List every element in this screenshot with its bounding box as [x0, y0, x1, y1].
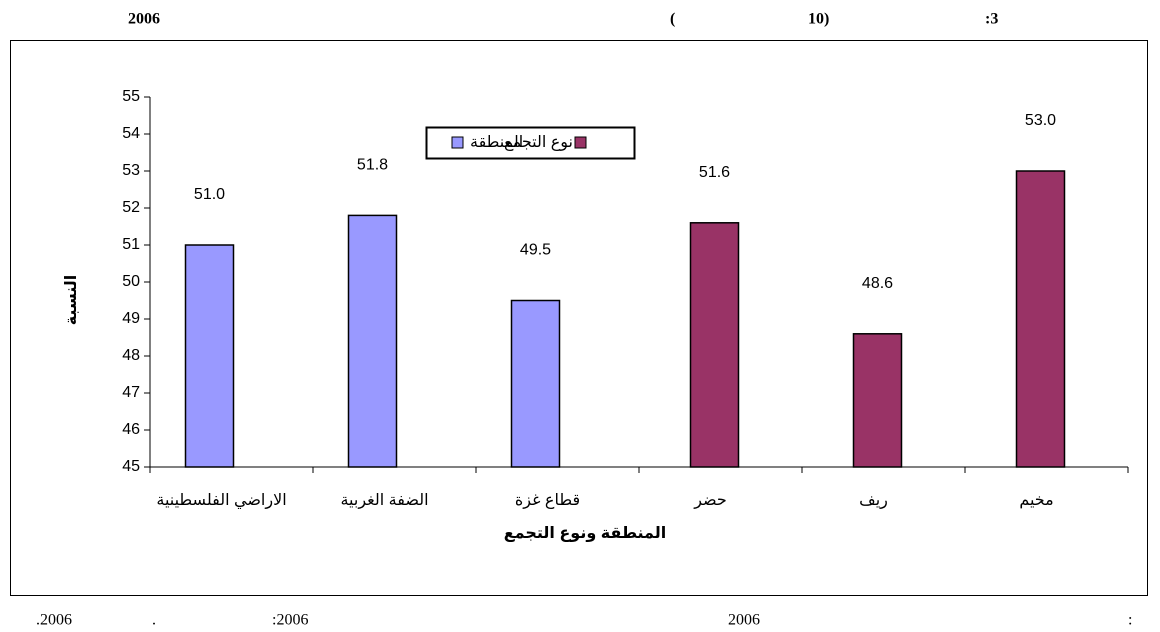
x-axis-title: المنطقة ونوع التجمع — [504, 525, 667, 542]
data-label: 48.6 — [862, 275, 893, 292]
y-tick-label: 54 — [122, 125, 140, 142]
data-label: 51.8 — [357, 157, 388, 174]
footer-text: : — [1128, 612, 1132, 629]
bar — [347, 214, 398, 468]
y-tick-label: 52 — [122, 199, 140, 216]
chart-frame — [10, 40, 1148, 596]
y-tick-label: 46 — [122, 421, 140, 438]
data-label: 51.6 — [699, 164, 730, 181]
x-tick-label: مخيم — [1019, 492, 1053, 509]
y-tick-label: 50 — [122, 273, 140, 290]
data-label: 51.0 — [194, 186, 225, 203]
y-tick-label: 53 — [122, 162, 140, 179]
x-tick-label: حضر — [693, 492, 727, 510]
footer-text: 2006 — [728, 612, 760, 629]
footer-text: .2006 — [36, 612, 72, 629]
x-tick-label: الاراضي الفلسطينية — [156, 492, 286, 510]
y-axis-title: النسبة — [63, 275, 80, 326]
data-label: 53.0 — [1025, 112, 1056, 129]
bar — [1015, 170, 1066, 468]
legend-swatch — [451, 136, 464, 149]
y-tick-label: 47 — [122, 384, 140, 401]
bar — [852, 333, 903, 468]
footer-text: :2006 — [272, 612, 308, 629]
x-tick-label: الضفة الغربية — [340, 492, 428, 510]
x-tick-label: قطاع غزة — [515, 492, 580, 510]
y-tick-label: 51 — [122, 236, 140, 253]
legend-label: نوع التجمع — [504, 134, 573, 152]
y-tick-label: 48 — [122, 347, 140, 364]
y-tick-label: 45 — [122, 458, 140, 475]
y-tick-label: 55 — [122, 88, 140, 105]
header-text: :3 — [985, 11, 998, 28]
footer-text: . — [152, 612, 156, 629]
x-tick-label: ريف — [859, 492, 888, 510]
bar — [689, 222, 740, 468]
header-text: ( — [670, 11, 675, 28]
data-label: 49.5 — [520, 242, 551, 259]
legend-swatch — [574, 136, 587, 149]
header-text: 10) — [808, 11, 829, 28]
y-tick-label: 49 — [122, 310, 140, 327]
header-text: 2006 — [128, 11, 160, 28]
legend-label: المنطقة — [470, 134, 523, 151]
bar — [510, 299, 561, 468]
bar — [184, 244, 235, 468]
